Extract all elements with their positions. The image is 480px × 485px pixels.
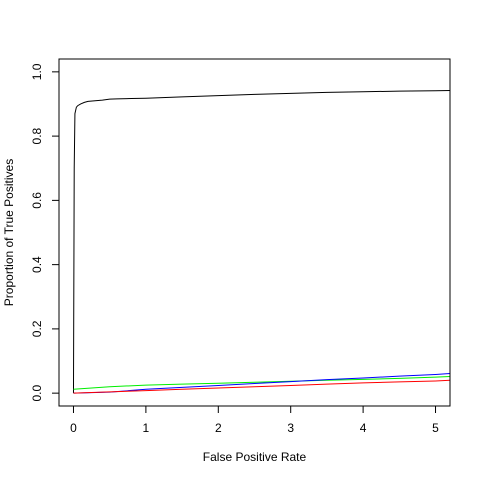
y-axis: 0.0 0.2 0.4 0.6 0.8 1.0 bbox=[30, 63, 60, 401]
y-tick-label: 0.8 bbox=[30, 127, 44, 144]
series-line-1 bbox=[72, 89, 450, 394]
y-tick-label: 0.6 bbox=[30, 192, 44, 209]
x-tick-label: 3 bbox=[287, 421, 294, 435]
plot-frame bbox=[58, 58, 451, 407]
y-tick-label: 0.0 bbox=[30, 384, 44, 401]
series-line-4 bbox=[73, 379, 450, 394]
x-tick-label: 0 bbox=[70, 421, 77, 435]
x-axis: 0 1 2 3 4 5 bbox=[70, 405, 439, 435]
y-axis-title: Proportion of True Positives bbox=[2, 159, 16, 306]
y-tick-label: 0.2 bbox=[30, 320, 44, 337]
x-tick-label: 4 bbox=[360, 421, 367, 435]
x-tick-label: 1 bbox=[143, 421, 150, 435]
series-line-2 bbox=[73, 375, 450, 390]
y-tick-label: 0.4 bbox=[30, 256, 44, 273]
x-axis-title: False Positive Rate bbox=[203, 450, 307, 464]
x-tick-label: 5 bbox=[432, 421, 439, 435]
series-line-3 bbox=[73, 373, 450, 394]
x-tick-label: 2 bbox=[215, 421, 222, 435]
series-layer bbox=[72, 89, 450, 394]
y-tick-label: 1.0 bbox=[30, 63, 44, 80]
